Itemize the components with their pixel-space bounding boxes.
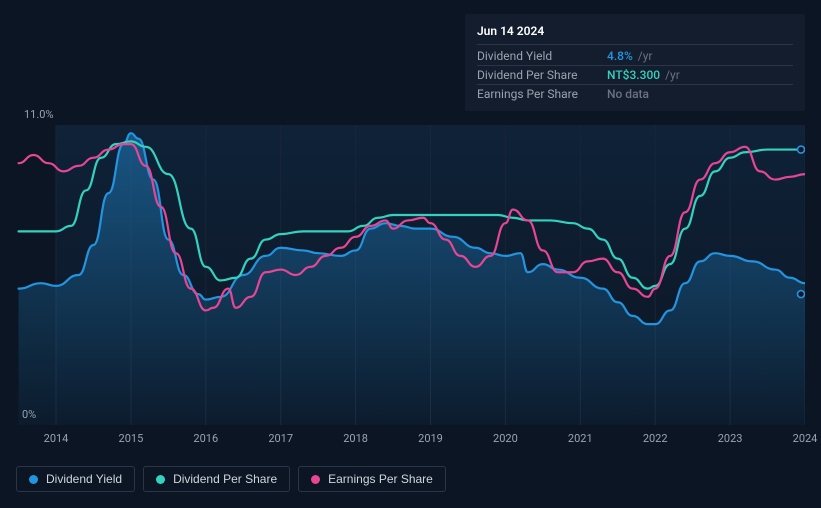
x-tick-label: 2017 [268,432,293,445]
tooltip-date: Jun 14 2024 [477,22,793,45]
legend-label: Earnings Per Share [328,472,433,486]
x-tick-label: 2015 [119,432,144,445]
x-tick-label: 2024 [793,432,818,445]
x-tick-label: 2016 [193,432,218,445]
tooltip-row-value: NT$3.300 /yr [607,68,793,82]
legend: Dividend Yield Dividend Per Share Earnings… [16,466,446,492]
tooltip-row-label: Earnings Per Share [477,87,607,101]
tooltip-row-value: No data [607,87,793,101]
x-tick-label: 2014 [44,432,69,445]
x-tick-label: 2021 [568,432,593,445]
y-axis-max-label: 11.0% [24,108,54,121]
x-tick-label: 2020 [493,432,518,445]
tooltip-row-label: Dividend Yield [477,49,607,63]
legend-item[interactable]: Dividend Per Share [143,466,290,492]
x-axis: 2014 2015 2016 2017 2018 2019 2020 2021 2022 2023… [16,432,805,448]
x-tick-label: 2018 [343,432,368,445]
legend-item[interactable]: Dividend Yield [16,466,135,492]
tooltip-row: Earnings Per ShareNo data [477,85,793,103]
x-tick-label: 2023 [718,432,743,445]
x-tick-label: 2019 [418,432,443,445]
data-tooltip: Jun 14 2024 Dividend Yield4.8% /yrDivide… [465,14,805,111]
chart-svg [16,125,805,425]
tooltip-row-label: Dividend Per Share [477,68,607,82]
legend-label: Dividend Per Share [173,472,277,486]
legend-item[interactable]: Earnings Per Share [298,466,446,492]
legend-label: Dividend Yield [46,472,122,486]
legend-swatch [156,475,165,484]
tooltip-row-value: 4.8% /yr [607,49,793,63]
legend-swatch [29,475,38,484]
x-tick-label: 2022 [643,432,668,445]
legend-swatch [311,475,320,484]
tooltip-rows: Dividend Yield4.8% /yrDividend Per Share… [477,47,793,103]
tooltip-row: Dividend Per ShareNT$3.300 /yr [477,66,793,85]
chart-plot [16,125,805,425]
tooltip-row: Dividend Yield4.8% /yr [477,47,793,66]
